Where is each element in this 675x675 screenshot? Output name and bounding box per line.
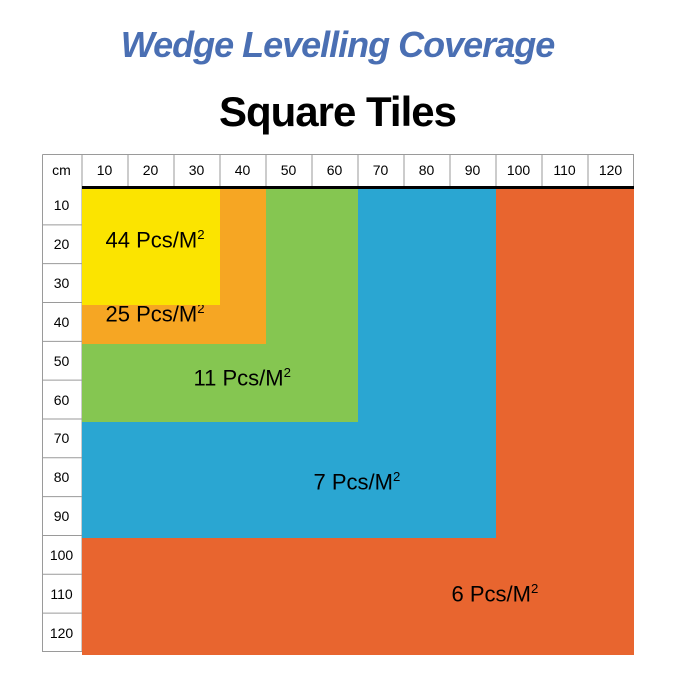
x-tick: 70 (358, 154, 404, 186)
y-tick: 120 (42, 613, 82, 652)
y-tick: 70 (42, 419, 82, 458)
y-tick: 50 (42, 341, 82, 380)
y-tick: 30 (42, 264, 82, 303)
y-tick: 80 (42, 458, 82, 497)
y-tick: 20 (42, 225, 82, 264)
zone-label: 6 Pcs/M2 (452, 581, 539, 607)
y-tick: 60 (42, 380, 82, 419)
plot-area: 6 Pcs/M27 Pcs/M211 Pcs/M225 Pcs/M244 Pcs… (82, 186, 634, 652)
y-tick: 110 (42, 574, 82, 613)
x-tick: 90 (450, 154, 496, 186)
y-axis: 102030405060708090100110120 (42, 186, 82, 652)
zone-label: 11 Pcs/M2 (194, 365, 291, 391)
zone-label: 44 Pcs/M2 (106, 227, 205, 253)
x-tick: 10 (82, 154, 128, 186)
y-tick: 100 (42, 535, 82, 574)
y-tick: 40 (42, 302, 82, 341)
x-tick: 80 (404, 154, 450, 186)
x-tick: 30 (174, 154, 220, 186)
x-axis: cm102030405060708090100110120 (42, 154, 634, 186)
page-subtitle: Square Tiles (0, 66, 675, 136)
zone-label: 7 Pcs/M2 (314, 469, 401, 495)
y-tick: 90 (42, 497, 82, 536)
page-title: Wedge Levelling Coverage (0, 0, 675, 66)
x-tick: 120 (588, 154, 634, 186)
x-tick: 60 (312, 154, 358, 186)
axis-corner-label: cm (42, 154, 82, 186)
x-tick: 20 (128, 154, 174, 186)
y-tick: 10 (42, 186, 82, 225)
coverage-chart: cm102030405060708090100110120 1020304050… (42, 154, 634, 652)
x-tick: 50 (266, 154, 312, 186)
x-tick: 40 (220, 154, 266, 186)
x-tick: 100 (496, 154, 542, 186)
x-tick: 110 (542, 154, 588, 186)
